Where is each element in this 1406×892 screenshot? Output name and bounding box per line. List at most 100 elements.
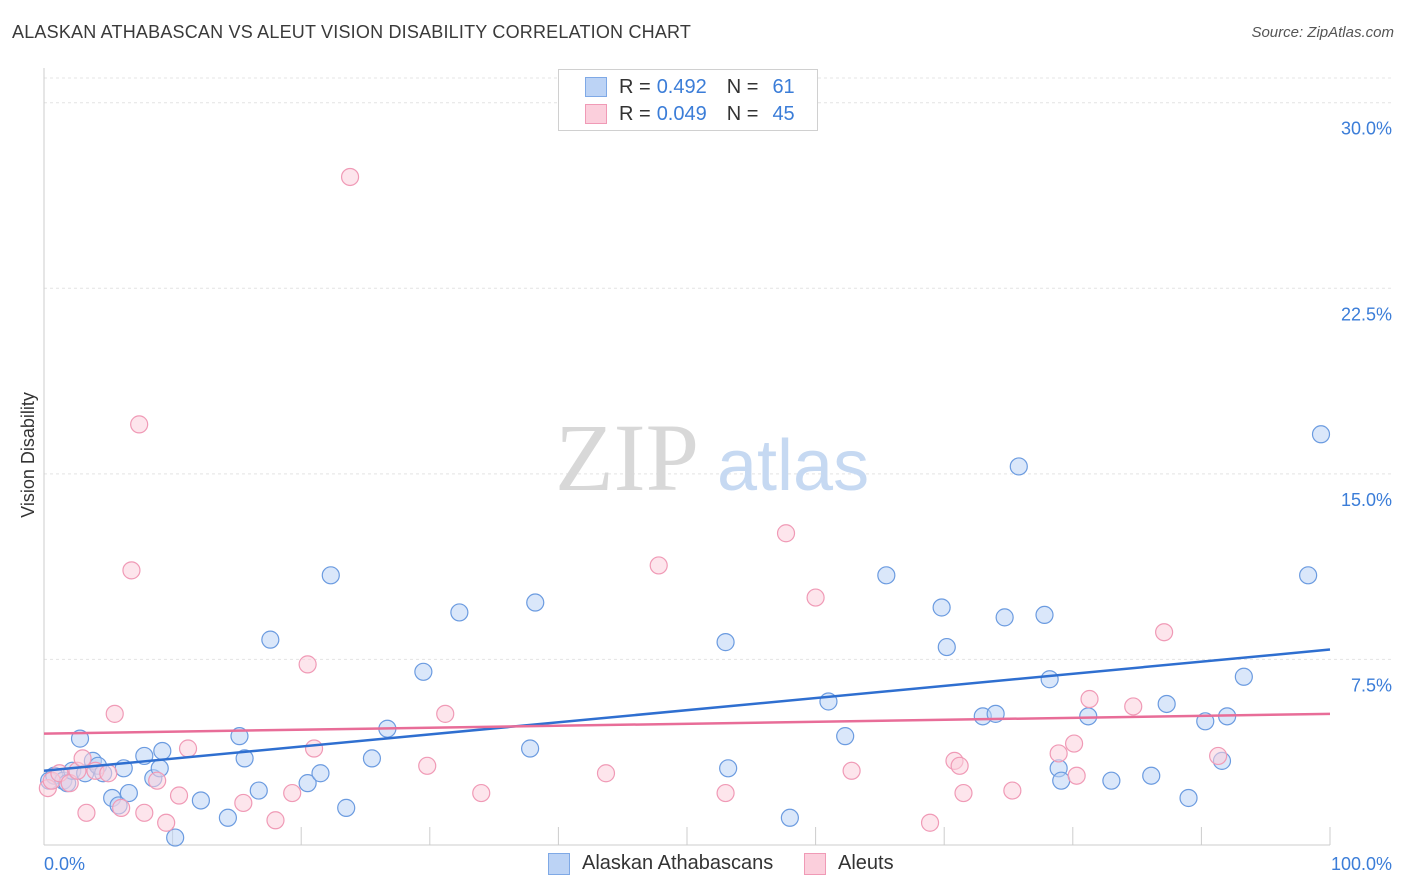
point-aleut	[99, 764, 118, 783]
point-aleut	[304, 739, 324, 758]
data-points	[38, 167, 1331, 847]
point-athabascan	[321, 566, 340, 585]
point-aleut	[1080, 689, 1099, 709]
point-athabascan	[780, 808, 799, 827]
point-aleut	[340, 167, 360, 187]
point-aleut	[806, 588, 825, 607]
point-aleut	[842, 761, 861, 780]
point-aleut	[716, 783, 735, 803]
point-aleut	[1049, 744, 1068, 763]
y-tick-label: 22.5%	[1341, 304, 1392, 324]
gridlines	[44, 77, 1392, 660]
point-aleut	[1064, 734, 1084, 753]
point-aleut	[148, 771, 167, 790]
point-aleut	[169, 786, 189, 805]
point-athabascan	[1179, 788, 1198, 808]
y-tick-label: 15.0%	[1341, 490, 1392, 510]
source-label: Source: ZipAtlas.com	[1251, 24, 1394, 41]
point-athabascan	[261, 630, 280, 649]
point-athabascan	[337, 798, 356, 817]
point-aleut	[112, 798, 131, 817]
point-athabascan	[298, 774, 317, 793]
point-aleut	[418, 756, 437, 775]
point-athabascan	[1157, 694, 1176, 714]
legend-n-value: 61	[772, 75, 795, 98]
point-aleut	[298, 655, 317, 674]
point-aleut	[920, 813, 940, 832]
point-aleut	[1155, 623, 1174, 642]
point-athabascan	[1234, 667, 1253, 686]
point-aleut	[73, 749, 92, 768]
point-athabascan	[235, 749, 254, 768]
point-aleut	[1209, 746, 1228, 766]
point-athabascan	[1142, 766, 1161, 785]
point-athabascan	[1040, 670, 1059, 689]
legend-r-label: R =	[619, 75, 651, 98]
bottom-legend-swatch	[804, 852, 826, 875]
point-athabascan	[1009, 457, 1028, 476]
point-aleut	[105, 704, 124, 723]
point-athabascan	[836, 727, 855, 746]
bottom-legend-athabascan: Alaskan Athabascans	[548, 852, 773, 875]
watermark-atlas: atlas	[717, 426, 869, 506]
point-athabascan	[521, 739, 540, 758]
point-aleut	[649, 556, 668, 575]
watermark-zip: ZIP	[555, 404, 699, 511]
point-aleut	[950, 756, 969, 775]
y-tick-label: 7.5%	[1351, 675, 1392, 695]
point-aleut	[122, 561, 141, 580]
legend-r-label: R =	[619, 102, 651, 125]
point-aleut	[472, 783, 491, 803]
point-athabascan	[932, 598, 951, 617]
point-aleut	[266, 811, 285, 830]
point-athabascan	[249, 781, 268, 800]
legend-row-athabascan: R = 0.492 N = 61	[585, 74, 795, 100]
point-aleut	[1067, 766, 1086, 785]
point-aleut	[77, 803, 96, 822]
y-tick-label: 30.0%	[1341, 119, 1392, 139]
point-athabascan	[191, 791, 210, 810]
point-athabascan	[937, 637, 956, 657]
point-aleut	[135, 803, 154, 822]
legend-swatch-athabascan	[585, 77, 607, 97]
point-athabascan	[311, 764, 330, 783]
legend-swatch-aleut	[585, 104, 607, 124]
point-aleut	[776, 524, 796, 543]
y-axis-label: Vision Disability	[18, 392, 38, 518]
point-athabascan	[719, 759, 738, 778]
point-athabascan	[153, 741, 172, 761]
trend-line-athabascan	[43, 648, 1331, 773]
tick-labels: 7.5% 15.0% 22.5% 30.0% 0.0% 100.0%	[44, 119, 1392, 874]
point-aleut	[1124, 697, 1143, 716]
bottom-legend-aleut: Aleuts	[804, 852, 894, 875]
point-athabascan	[1052, 771, 1071, 790]
point-aleut	[954, 783, 973, 803]
legend-r-value: 0.492	[656, 75, 707, 98]
point-aleut	[1003, 781, 1022, 800]
legend-n-label: N =	[726, 102, 759, 125]
legend-row-aleut: R = 0.049 N = 45	[585, 101, 795, 127]
point-athabascan	[526, 593, 545, 612]
bottom-legend-label: Aleuts	[838, 852, 894, 874]
legend-n-label: N =	[726, 75, 759, 98]
point-aleut	[130, 415, 149, 434]
chart-title: ALASKAN ATHABASCAN VS ALEUT VISION DISAB…	[12, 22, 692, 42]
point-athabascan	[995, 608, 1014, 627]
point-athabascan	[362, 749, 382, 768]
point-aleut	[234, 793, 253, 813]
point-athabascan	[166, 828, 185, 847]
point-aleut	[436, 704, 455, 723]
point-athabascan	[1035, 605, 1054, 625]
point-aleut	[157, 813, 176, 832]
trend-line-aleut	[43, 712, 1331, 735]
point-aleut	[178, 739, 198, 758]
point-athabascan	[119, 783, 138, 803]
trend-lines	[43, 648, 1331, 773]
correlation-legend: R = 0.492 N = 61 R = 0.049 N = 45	[558, 69, 818, 131]
point-athabascan	[1102, 771, 1121, 790]
legend-r-value: 0.049	[656, 102, 707, 125]
bottom-legend-label: Alaskan Athabascans	[582, 852, 774, 874]
point-athabascan	[414, 662, 433, 681]
point-athabascan	[1299, 566, 1318, 585]
